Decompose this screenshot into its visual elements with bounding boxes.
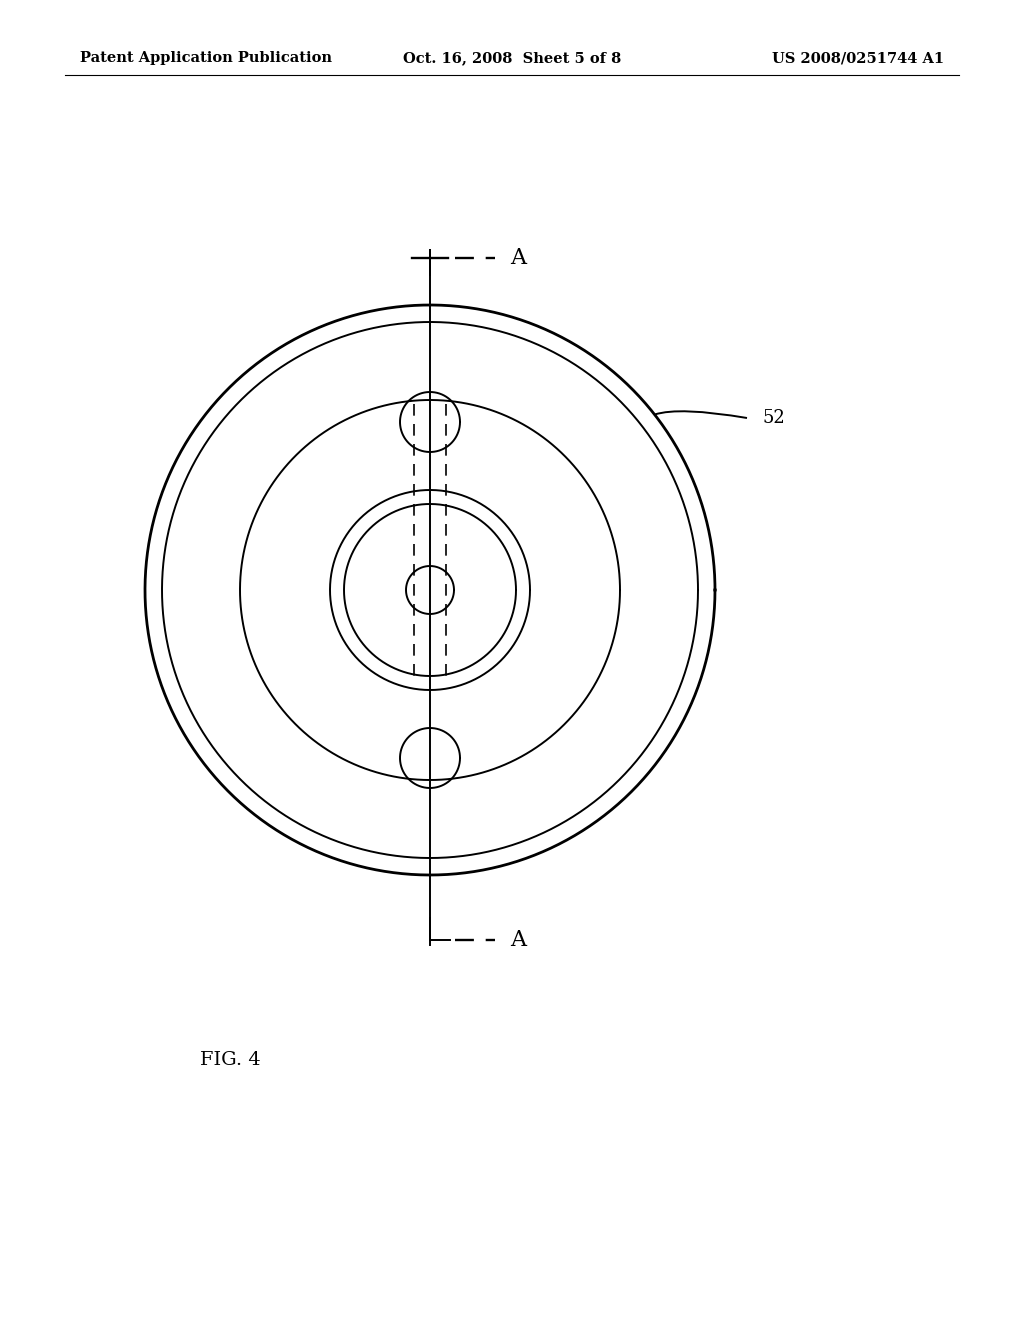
- Text: FIG. 4: FIG. 4: [200, 1051, 261, 1069]
- Text: US 2008/0251744 A1: US 2008/0251744 A1: [772, 51, 944, 65]
- Text: Patent Application Publication: Patent Application Publication: [80, 51, 332, 65]
- Text: 52: 52: [762, 409, 784, 426]
- Text: A: A: [510, 247, 526, 269]
- Text: A: A: [510, 929, 526, 950]
- Text: Oct. 16, 2008  Sheet 5 of 8: Oct. 16, 2008 Sheet 5 of 8: [402, 51, 622, 65]
